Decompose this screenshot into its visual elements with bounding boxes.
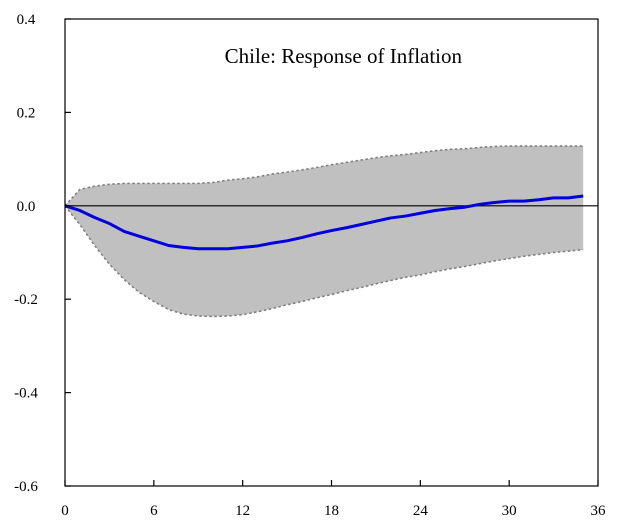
lower-band-line	[64, 205, 584, 318]
upper-band-line	[64, 145, 584, 207]
x-tick-label: 0	[61, 503, 69, 519]
chart-title: Chile: Response of Inflation	[225, 44, 463, 68]
x-tick-label: 12	[235, 503, 250, 519]
y-tick-label: -0.6	[14, 479, 38, 495]
x-tick-label: 6	[150, 503, 158, 519]
y-tick-label: 0.4	[17, 12, 36, 28]
response-line-layer	[64, 194, 584, 251]
x-tick-label: 30	[502, 503, 517, 519]
y-tick-label: 0.2	[17, 105, 36, 121]
y-tick-label: 0.0	[17, 199, 36, 215]
x-axis: 0 6 12 18 24 30 36	[61, 480, 606, 519]
y-tick-label: -0.4	[14, 386, 38, 402]
x-tick-label: 24	[413, 503, 429, 519]
response-line	[64, 194, 584, 251]
y-tick-label: -0.2	[14, 292, 38, 308]
y-axis: 0.4 0.2 0.0 -0.2 -0.4 -0.6	[14, 12, 71, 495]
x-tick-label: 36	[591, 503, 607, 519]
x-tick-label: 18	[324, 503, 339, 519]
